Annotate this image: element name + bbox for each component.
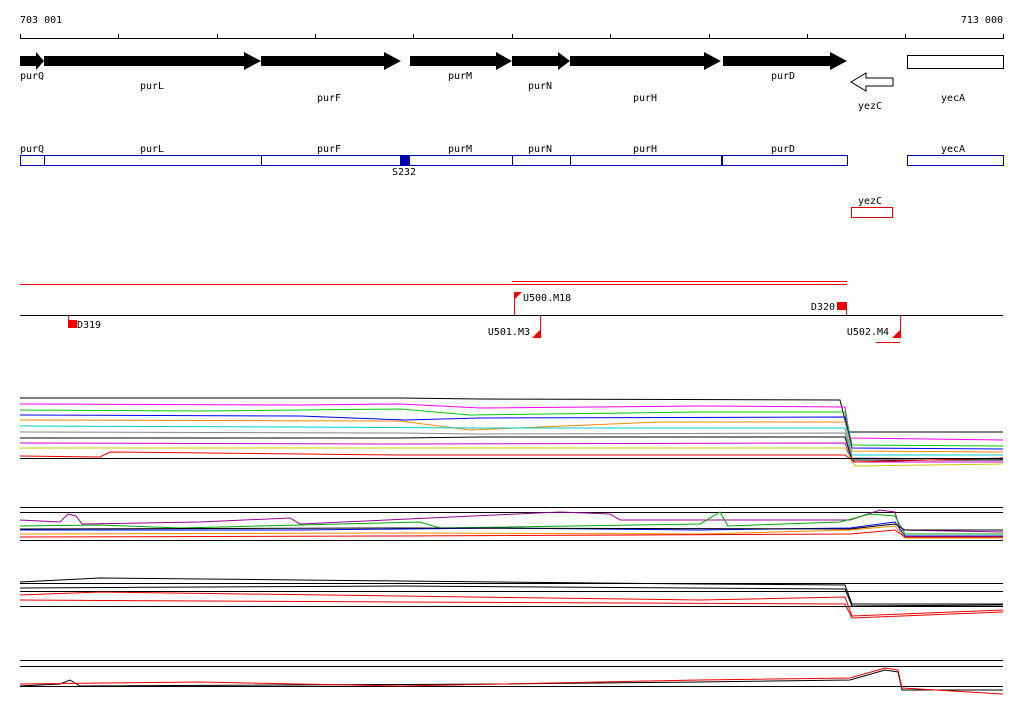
annotation-box — [851, 207, 893, 218]
gene-label: purF — [317, 93, 341, 104]
marker-label: U500.M18 — [523, 293, 571, 304]
annotation-label: yezC — [858, 196, 882, 207]
annotation-boxes — [20, 155, 1004, 166]
annotation-label: yecA — [941, 144, 965, 155]
marker-label: U501.M3 — [488, 327, 530, 338]
annotation-label: purH — [633, 144, 657, 155]
site-mark — [400, 155, 410, 166]
annotation-label: purM — [448, 144, 472, 155]
trace-panel — [19, 507, 1004, 541]
gene-label: yecA — [941, 93, 965, 104]
ruler-end: 713 000 — [961, 15, 1003, 26]
transcript-lines — [20, 281, 847, 285]
markers — [68, 292, 901, 343]
annotation-label: purQ — [20, 144, 44, 155]
gene-box — [907, 55, 1004, 69]
annotation-label: purN — [528, 144, 552, 155]
gene-label: purM — [448, 71, 472, 82]
site-label: S232 — [392, 167, 416, 178]
gene-label: purQ — [20, 71, 44, 82]
gene-label: purH — [633, 93, 657, 104]
trace-panel — [19, 397, 1004, 467]
gene-arrow-reverse — [850, 72, 894, 92]
trace-panel — [19, 577, 1004, 619]
marker-label: D319 — [77, 320, 101, 331]
annotation-label: purL — [140, 144, 164, 155]
trace-panel — [19, 660, 1004, 695]
annotation-label: purF — [317, 144, 341, 155]
gene-label: purD — [771, 71, 795, 82]
gene-label: yezC — [858, 101, 882, 112]
marker-label: U502.M4 — [847, 327, 889, 338]
gene-arrows — [20, 52, 847, 70]
annotation-label: purD — [771, 144, 795, 155]
marker-label: D320 — [811, 302, 835, 313]
gene-label: purL — [140, 81, 164, 92]
ruler — [20, 34, 1004, 39]
gene-label: purN — [528, 81, 552, 92]
ruler-start: 703 001 — [20, 15, 62, 26]
